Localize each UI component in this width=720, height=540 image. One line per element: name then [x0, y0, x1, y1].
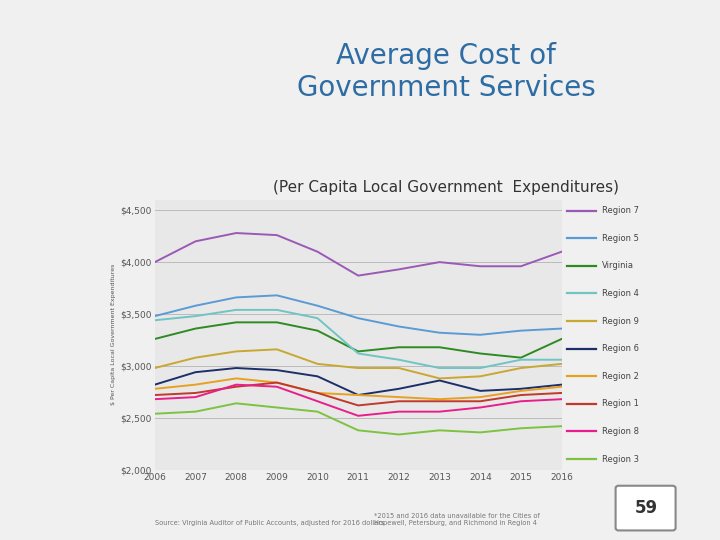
FancyBboxPatch shape	[616, 486, 675, 530]
Text: Region 9: Region 9	[602, 316, 639, 326]
Text: Region 7: Region 7	[602, 206, 639, 215]
Text: Region 3: Region 3	[602, 455, 639, 463]
Text: (Per Capita Local Government  Expenditures): (Per Capita Local Government Expenditure…	[274, 180, 619, 195]
Text: Average Cost of
Government Services: Average Cost of Government Services	[297, 42, 595, 102]
Text: Region 6: Region 6	[602, 344, 639, 353]
Text: Region 1: Region 1	[602, 399, 639, 408]
Text: Source: Virginia Auditor of Public Accounts, adjusted for 2016 dollars: Source: Virginia Auditor of Public Accou…	[155, 521, 384, 526]
Text: Region 4: Region 4	[602, 289, 639, 298]
Text: *2015 and 2016 data unavailable for the Cities of
Hopewell, Petersburg, and Rich: *2015 and 2016 data unavailable for the …	[374, 514, 540, 526]
Y-axis label: $ Per Capita Local Government Expenditures: $ Per Capita Local Government Expenditur…	[112, 264, 117, 406]
Text: Region 8: Region 8	[602, 427, 639, 436]
Text: Region 5: Region 5	[602, 234, 639, 242]
Text: Virginia: Virginia	[602, 261, 634, 271]
Text: Region 2: Region 2	[602, 372, 639, 381]
Text: 59: 59	[634, 498, 658, 517]
